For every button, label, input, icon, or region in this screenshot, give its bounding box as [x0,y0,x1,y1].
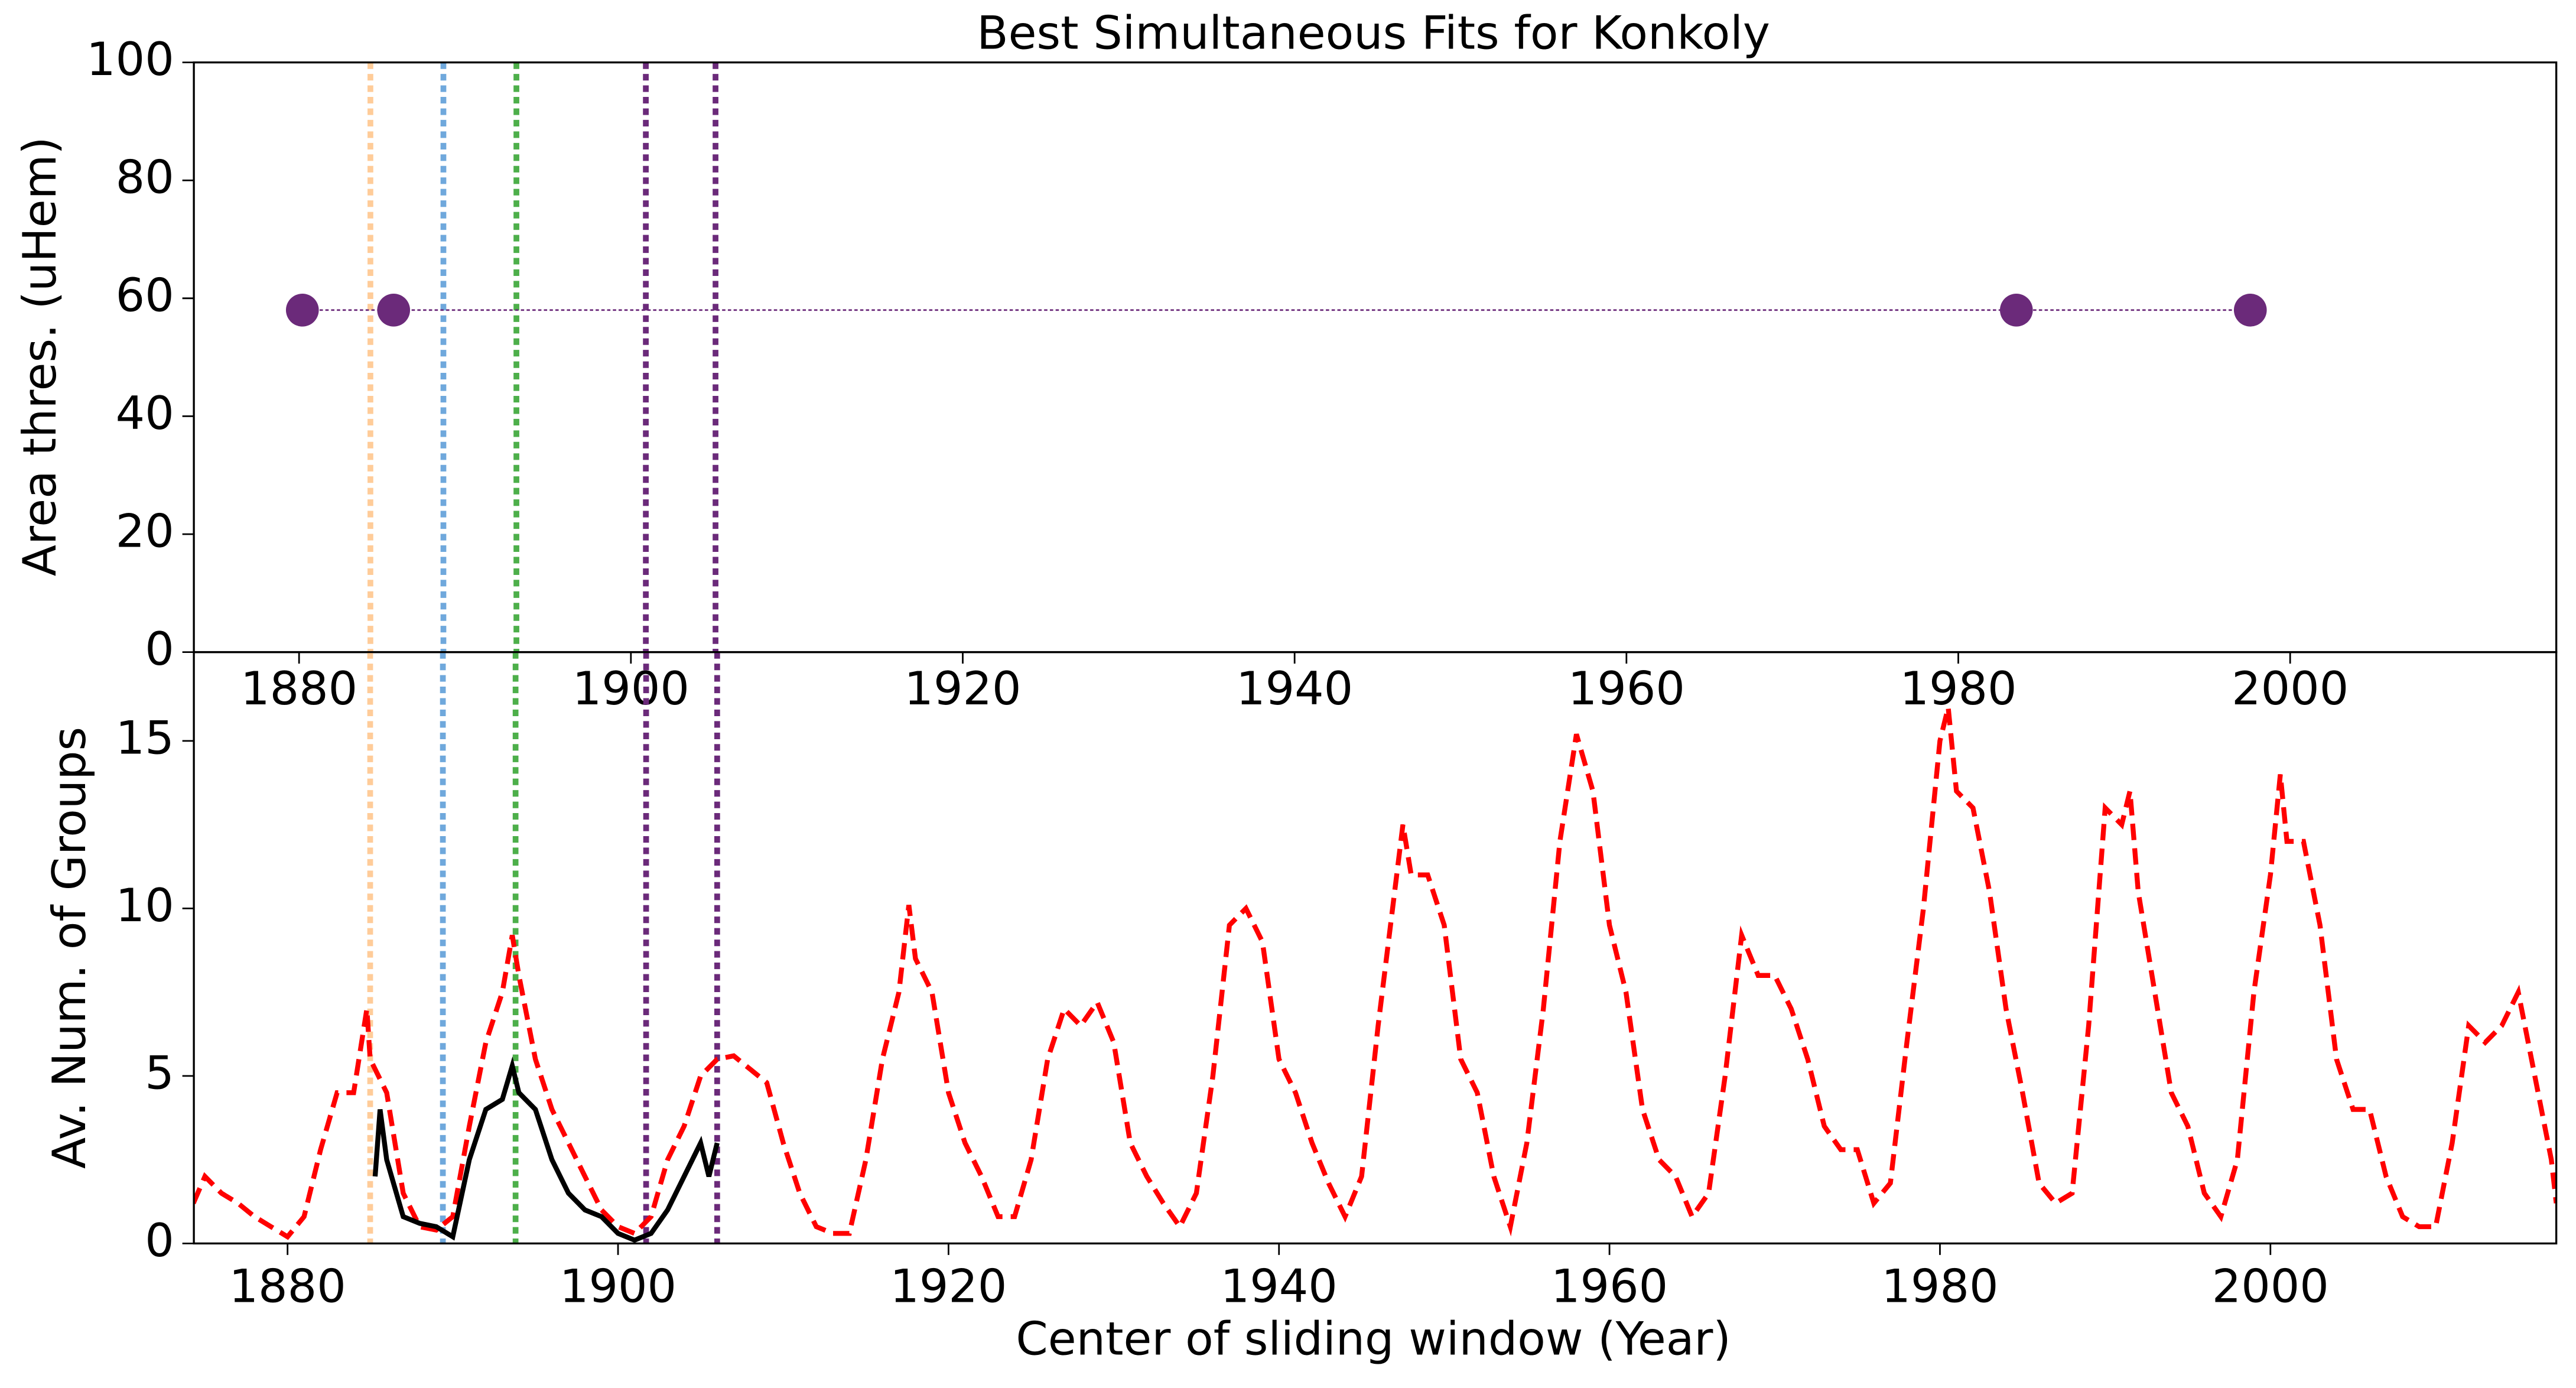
point [285,293,319,327]
y-tick-label: 0 [145,623,174,676]
x-axis-label: Center of sliding window (Year) [1016,1313,1731,1366]
x-tick-label: 1980 [1900,662,2016,716]
y-tick-label: 20 [116,505,174,558]
line-series [194,707,2557,1240]
x-tick-label: 1920 [890,1260,1007,1314]
x-tick-label: 2000 [2232,662,2349,716]
point [1999,293,2033,327]
y-tick-label: 60 [116,269,174,322]
x-tick-label: 1900 [573,662,689,716]
y-tick-label: 40 [116,387,174,440]
y-tick-label: 100 [86,33,174,86]
y-tick-label: 5 [145,1046,174,1100]
y-tick-label: 80 [116,151,174,204]
plot-frame [193,651,2558,1245]
line-series [372,1056,720,1243]
point [2233,293,2267,327]
x-tick-label: 1940 [1236,662,1353,716]
x-tick-label: 1960 [1568,662,1685,716]
y-axis-label: Area thres. (uHem) [14,136,67,576]
x-tick-label: 1980 [1881,1260,1998,1314]
x-tick-label: 1940 [1221,1260,1338,1314]
chart-title: Best Simultaneous Fits for Konkoly [977,7,1770,60]
point [377,293,411,327]
x-tick-label: 1960 [1551,1260,1668,1314]
x-tick-label: 1880 [240,662,357,716]
x-tick-label: 1900 [560,1260,676,1314]
y-tick-label: 15 [116,711,174,765]
x-tick-label: 1880 [229,1260,346,1314]
y-tick-label: 10 [116,879,174,932]
y-tick-label: 0 [145,1214,174,1267]
y-axis-label: Av. Num. of Groups [43,727,96,1169]
x-tick-label: 1920 [904,662,1021,716]
x-tick-label: 2000 [2212,1260,2329,1314]
